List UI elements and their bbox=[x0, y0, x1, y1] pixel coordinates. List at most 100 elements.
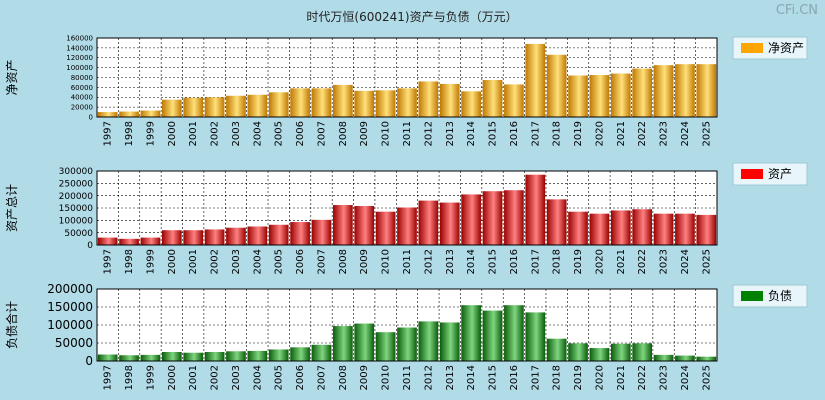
x-tick-label: 2021 bbox=[616, 365, 627, 390]
x-tick-label: 2018 bbox=[552, 249, 563, 274]
x-tick-label: 2020 bbox=[594, 121, 605, 146]
y-tick-label: 160000 bbox=[66, 34, 93, 42]
x-tick-label: 2001 bbox=[188, 365, 199, 390]
bar bbox=[97, 354, 118, 361]
bar bbox=[482, 310, 503, 361]
bar bbox=[161, 99, 182, 117]
bar bbox=[632, 68, 653, 117]
plot-frame bbox=[96, 37, 718, 118]
x-tick-label: 2013 bbox=[445, 121, 456, 146]
bar bbox=[268, 92, 289, 117]
x-tick-label: 2015 bbox=[488, 365, 499, 390]
x-tick-label: 2014 bbox=[466, 249, 477, 274]
bar bbox=[397, 88, 417, 117]
bar bbox=[119, 238, 139, 245]
bar bbox=[119, 111, 139, 117]
x-tick-label: 2009 bbox=[359, 121, 370, 146]
x-tick-label: 2006 bbox=[295, 249, 306, 274]
bar bbox=[632, 343, 653, 361]
bar bbox=[696, 64, 717, 117]
x-tick-label: 2011 bbox=[402, 249, 413, 274]
bar bbox=[333, 84, 353, 117]
x-tick-label: 2014 bbox=[466, 365, 477, 390]
x-tick-label: 2006 bbox=[295, 365, 306, 390]
bar bbox=[504, 305, 524, 361]
x-tick-label: 2000 bbox=[167, 365, 178, 390]
x-tick-label: 2015 bbox=[488, 121, 499, 146]
bar bbox=[183, 230, 204, 245]
x-tick-label: 2004 bbox=[252, 365, 263, 390]
bar bbox=[696, 214, 717, 245]
x-tick-label: 2024 bbox=[680, 365, 691, 390]
y-tick-label: 20000 bbox=[71, 104, 93, 112]
bar bbox=[546, 199, 567, 245]
plot-frame bbox=[96, 170, 718, 246]
bar bbox=[439, 202, 460, 245]
legend-box bbox=[732, 162, 808, 186]
x-tick-label: 2024 bbox=[680, 121, 691, 146]
bar bbox=[247, 226, 268, 245]
x-tick-label: 2025 bbox=[701, 249, 712, 274]
x-tick-label: 2018 bbox=[552, 365, 563, 390]
x-tick-label: 2023 bbox=[659, 249, 670, 274]
bar bbox=[675, 355, 695, 361]
x-tick-label: 2015 bbox=[488, 249, 499, 274]
x-tick-label: 1998 bbox=[124, 249, 135, 274]
bar bbox=[97, 237, 118, 245]
x-tick-label: 2022 bbox=[637, 365, 648, 390]
y-tick-label: 0 bbox=[89, 113, 93, 121]
bar bbox=[333, 205, 353, 245]
x-tick-label: 2003 bbox=[231, 249, 242, 274]
bar bbox=[525, 312, 546, 361]
bar bbox=[140, 110, 161, 117]
bar bbox=[461, 194, 481, 245]
x-tick-label: 2000 bbox=[167, 121, 178, 146]
bar bbox=[247, 350, 268, 361]
x-tick-label: 2007 bbox=[316, 121, 327, 146]
x-tick-label: 2019 bbox=[573, 365, 584, 390]
y-tick-label: 300000 bbox=[59, 167, 94, 177]
x-tick-label: 2002 bbox=[210, 249, 221, 274]
bar bbox=[204, 229, 225, 245]
x-tick-label: 2007 bbox=[316, 365, 327, 390]
bar bbox=[226, 227, 246, 245]
x-tick-label: 2003 bbox=[231, 121, 242, 146]
bar bbox=[675, 64, 695, 117]
x-tick-label: 2025 bbox=[701, 365, 712, 390]
bar bbox=[632, 209, 653, 245]
x-tick-label: 2003 bbox=[231, 365, 242, 390]
bar bbox=[675, 213, 695, 245]
x-tick-label: 2004 bbox=[252, 121, 263, 146]
x-tick-label: 2016 bbox=[509, 365, 520, 390]
bar bbox=[290, 347, 310, 361]
x-tick-label: 2002 bbox=[210, 365, 221, 390]
x-tick-label: 1999 bbox=[145, 121, 156, 146]
bar bbox=[482, 191, 503, 245]
bar bbox=[418, 81, 439, 117]
bar bbox=[311, 219, 332, 245]
bar bbox=[161, 352, 182, 361]
bar bbox=[589, 213, 610, 245]
y-tick-label: 80000 bbox=[71, 74, 93, 82]
bar bbox=[418, 321, 439, 361]
bar bbox=[439, 322, 460, 361]
bar bbox=[589, 75, 610, 117]
x-tick-label: 2005 bbox=[274, 121, 285, 146]
x-tick-label: 2010 bbox=[381, 249, 392, 274]
x-tick-label: 2011 bbox=[402, 365, 413, 390]
chart-title: 时代万恒(600241)资产与负债（万元） bbox=[306, 10, 517, 24]
bar bbox=[397, 207, 417, 245]
x-tick-label: 2010 bbox=[381, 121, 392, 146]
x-tick-label: 2016 bbox=[509, 121, 520, 146]
y-tick-label: 50000 bbox=[55, 336, 93, 350]
bar bbox=[140, 354, 161, 361]
bar bbox=[290, 88, 310, 117]
x-tick-label: 1997 bbox=[103, 121, 114, 146]
x-tick-label: 2021 bbox=[616, 249, 627, 274]
x-tick-label: 1997 bbox=[103, 249, 114, 274]
bar bbox=[653, 65, 674, 117]
y-tick-label: 50000 bbox=[64, 229, 93, 239]
x-tick-label: 2013 bbox=[445, 365, 456, 390]
bar bbox=[226, 351, 246, 361]
